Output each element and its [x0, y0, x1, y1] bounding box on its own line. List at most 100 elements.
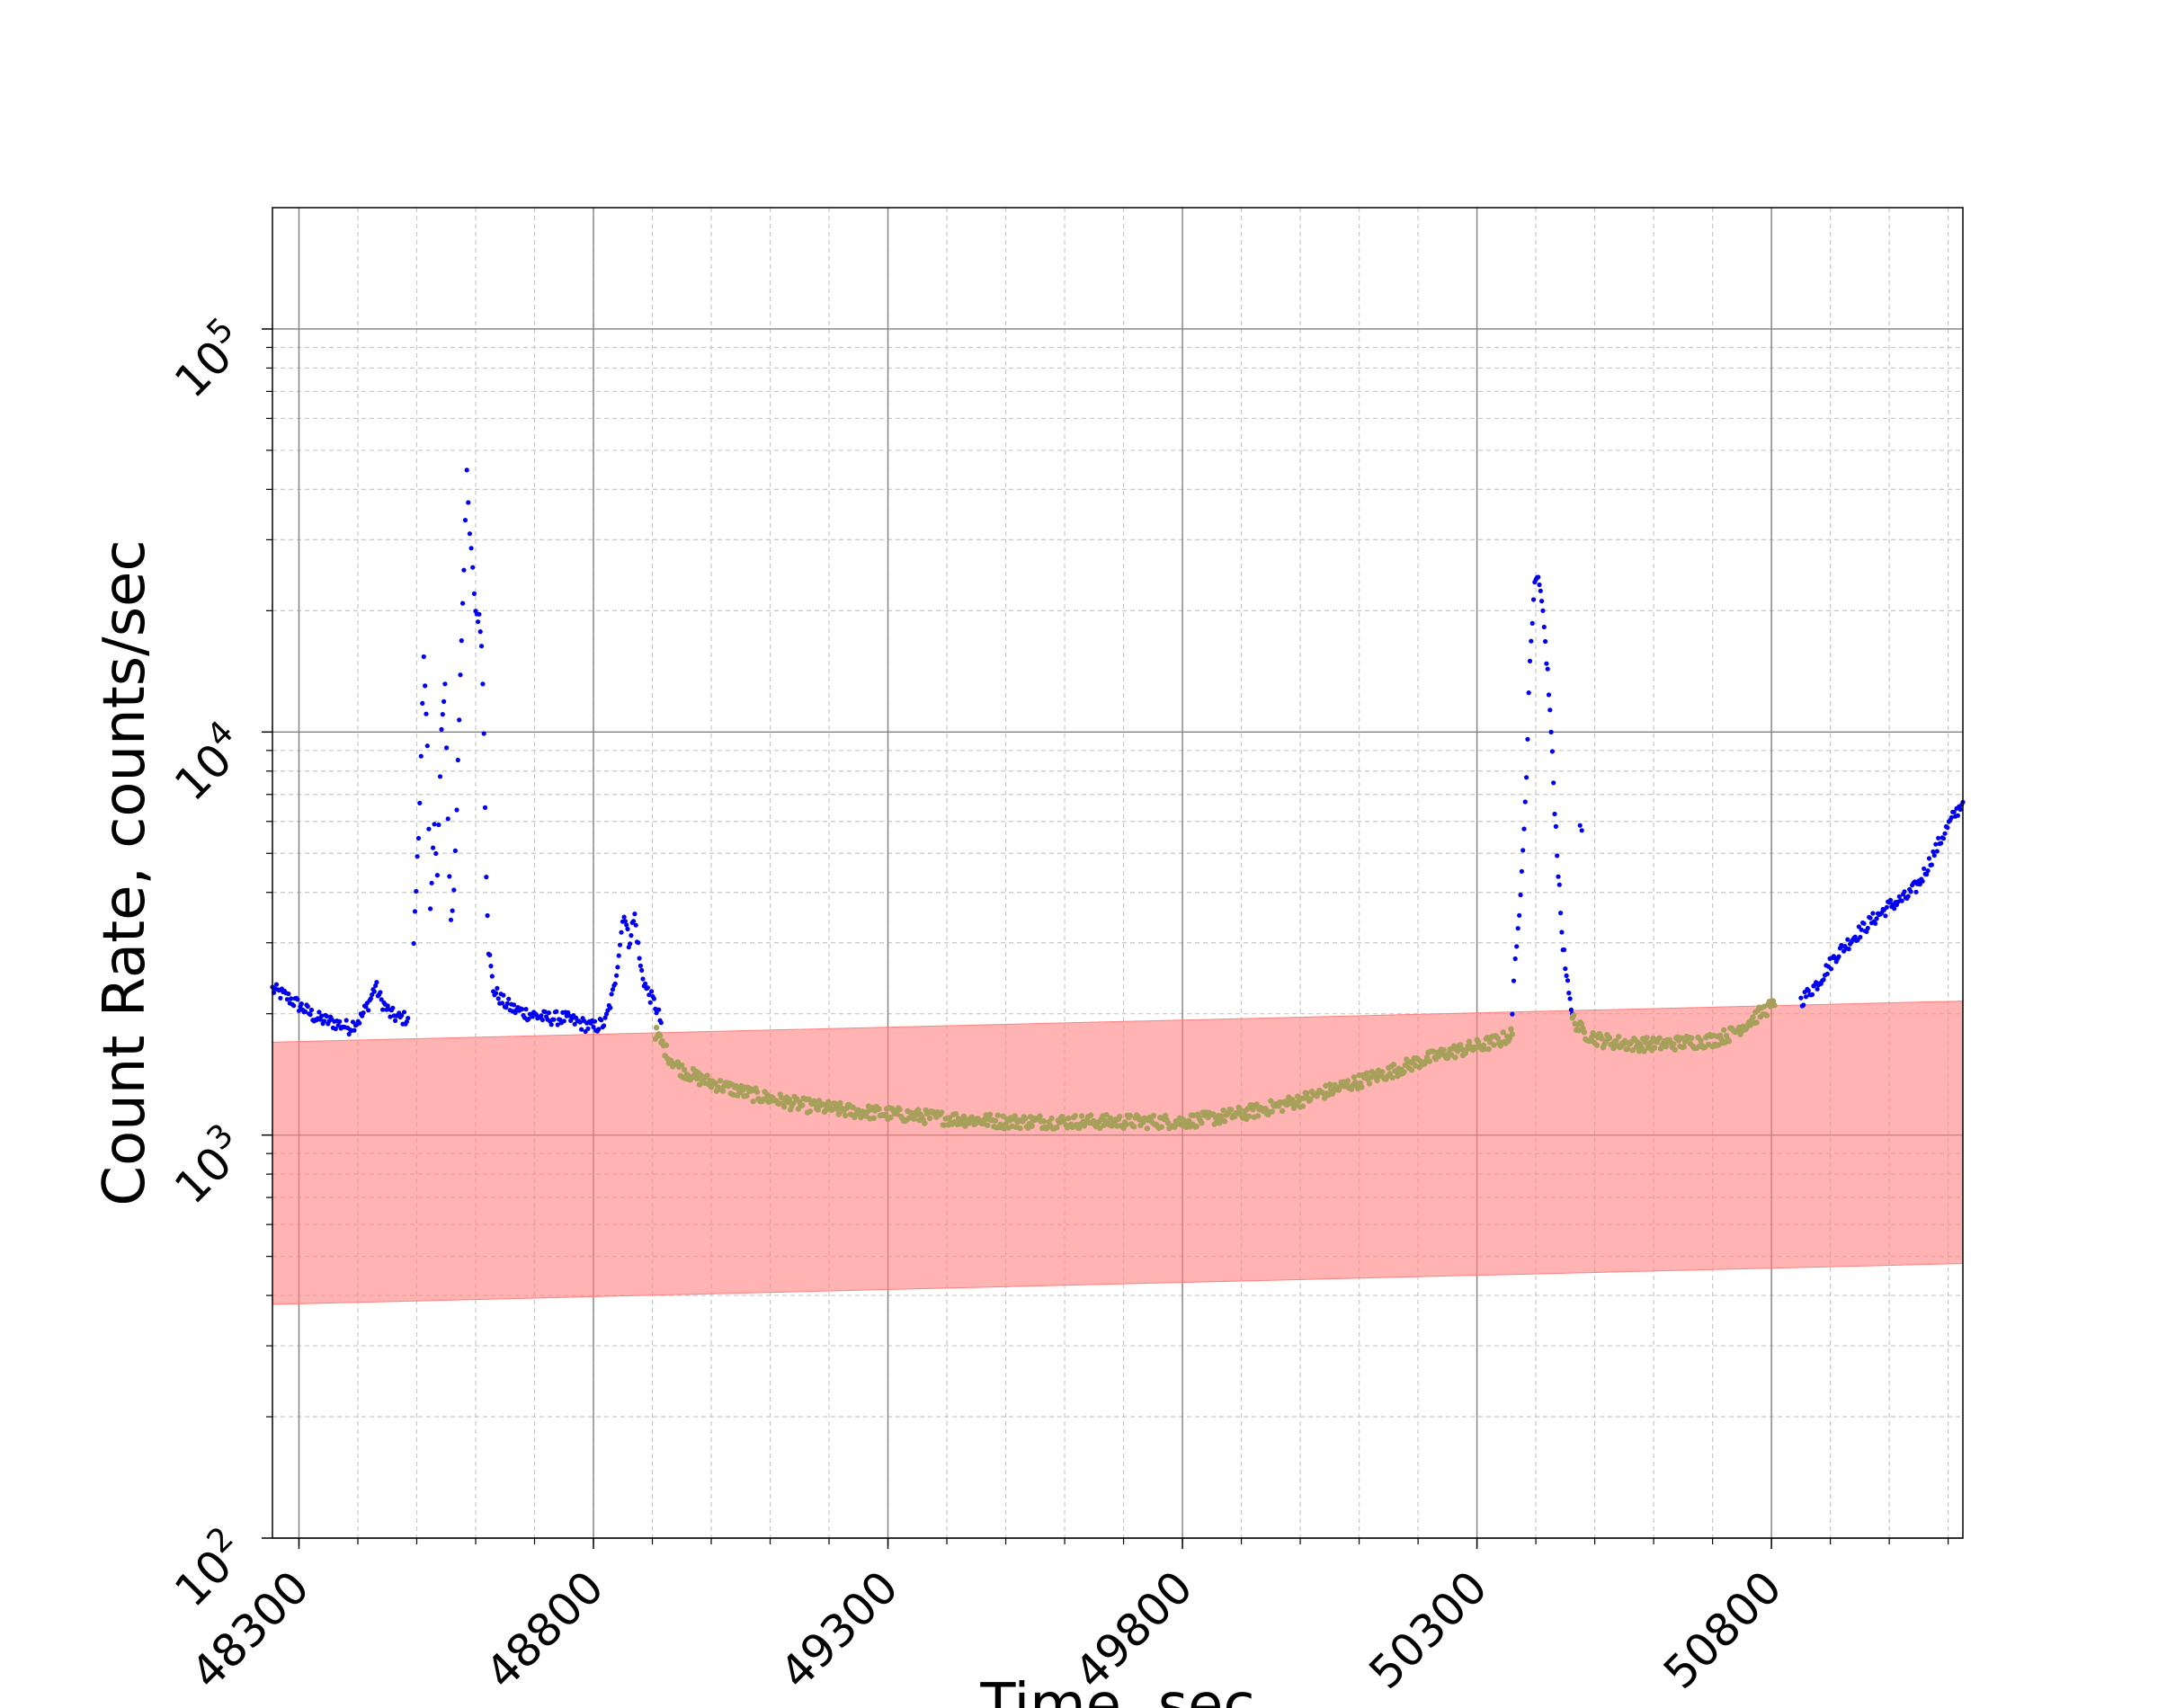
data-point [305, 1004, 310, 1010]
data-point [1466, 1038, 1473, 1045]
data-point [656, 1032, 664, 1039]
data-point [495, 985, 500, 991]
data-point [436, 822, 441, 828]
data-point [712, 1080, 718, 1087]
data-point [1858, 934, 1863, 940]
data-point [1299, 1103, 1306, 1109]
data-point [1563, 966, 1568, 972]
data-point [393, 1018, 398, 1023]
data-point [1874, 916, 1879, 921]
data-point [1426, 1058, 1433, 1064]
data-point [1651, 1045, 1658, 1051]
data-point [1926, 856, 1932, 861]
data-point [674, 1059, 682, 1065]
data-point [484, 875, 489, 880]
data-point [1828, 966, 1834, 972]
data-point [1408, 1067, 1415, 1073]
data-point [624, 922, 629, 928]
data-point [637, 956, 642, 961]
data-point [1199, 1120, 1205, 1126]
data-point [1579, 828, 1584, 833]
data-point [546, 1010, 552, 1016]
data-point [625, 926, 630, 932]
data-point [1279, 1108, 1286, 1115]
data-point [385, 1003, 390, 1009]
data-point [1521, 826, 1527, 832]
data-point [1957, 806, 1963, 813]
data-point [1117, 1113, 1123, 1120]
data-point [815, 1107, 821, 1113]
data-point [1821, 977, 1826, 983]
data-point [651, 996, 657, 1001]
data-point [887, 1115, 894, 1121]
data-point [1593, 1042, 1601, 1048]
data-point [1824, 971, 1830, 976]
data-point [371, 989, 377, 994]
data-point [399, 1013, 405, 1019]
data-point [495, 996, 501, 1001]
data-point [363, 1004, 369, 1010]
data-point [1164, 1120, 1172, 1126]
data-point [1549, 749, 1555, 754]
data-point [1475, 1038, 1482, 1045]
data-point [656, 1007, 662, 1012]
data-point [1868, 915, 1873, 921]
data-point [1803, 994, 1809, 1000]
data-point [1253, 1101, 1260, 1108]
tick-marks [262, 328, 1949, 1549]
data-point [1048, 1115, 1055, 1122]
data-point [1527, 658, 1533, 664]
data-point [461, 567, 467, 573]
data-point [1920, 878, 1925, 884]
data-point [1390, 1062, 1397, 1068]
data-point [602, 1023, 607, 1028]
data-point [551, 1017, 557, 1022]
data-point [428, 906, 433, 912]
data-point [1647, 1039, 1654, 1046]
data-point [592, 1019, 598, 1024]
data-point [1815, 986, 1820, 992]
data-point [333, 1026, 338, 1032]
data-point [1902, 889, 1907, 894]
data-point [780, 1104, 788, 1110]
data-point [876, 1106, 882, 1112]
data-point [352, 1027, 357, 1033]
data-point [433, 850, 439, 857]
data-point [1577, 823, 1583, 828]
data-point [458, 672, 463, 678]
data-point [1931, 853, 1937, 858]
data-point [1671, 1041, 1677, 1047]
data-point [1629, 1047, 1636, 1054]
data-point [1836, 954, 1841, 959]
data-point [1123, 1121, 1129, 1128]
data-point [512, 1002, 517, 1008]
data-point [615, 965, 620, 970]
data-point [1540, 608, 1546, 613]
data-point [1845, 937, 1850, 942]
data-point [630, 919, 637, 924]
data-point [454, 807, 459, 813]
data-point [471, 591, 477, 597]
data-point [1887, 897, 1894, 903]
data-point [308, 1007, 315, 1013]
data-point [579, 1027, 584, 1032]
data-point [1864, 929, 1869, 934]
data-point [457, 717, 462, 723]
data-point [1551, 780, 1556, 786]
data-point [350, 1019, 356, 1025]
data-point [485, 912, 490, 919]
data-point [466, 500, 471, 505]
data-point [926, 1115, 933, 1122]
data-point [922, 1120, 928, 1126]
data-point [1511, 978, 1517, 983]
data-point [1037, 1113, 1043, 1119]
data-point [1933, 841, 1939, 847]
data-point [451, 887, 457, 893]
data-point [481, 731, 486, 736]
data-point [591, 1024, 596, 1030]
data-point [506, 996, 512, 1001]
data-point [1568, 1007, 1574, 1012]
data-point [621, 914, 627, 920]
data-point [411, 940, 416, 947]
data-point [622, 919, 629, 924]
